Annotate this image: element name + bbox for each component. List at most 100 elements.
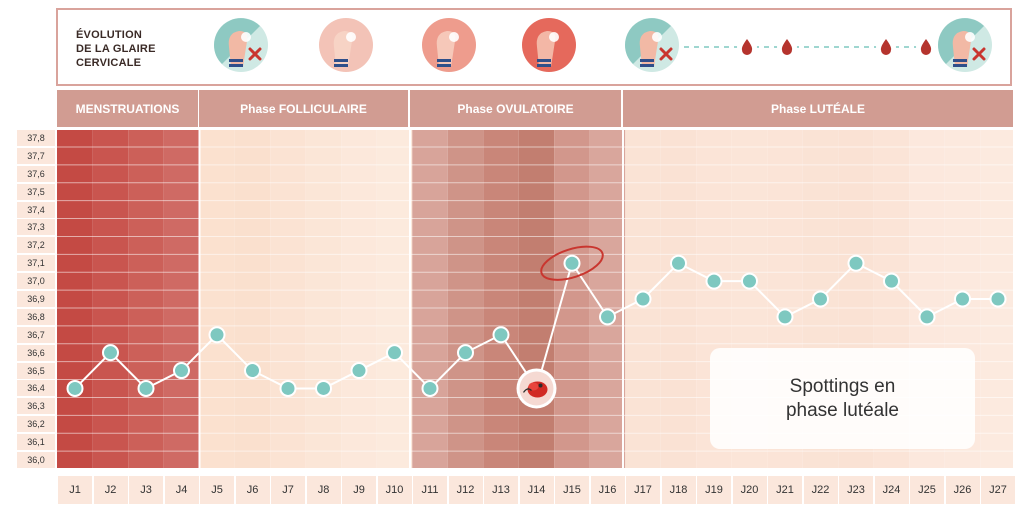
x-tick-label: J25 bbox=[910, 476, 944, 504]
blood-drop-icon bbox=[916, 37, 936, 57]
x-tick-label: J26 bbox=[945, 476, 980, 504]
y-tick-label: 36,3 bbox=[17, 398, 55, 415]
day-band bbox=[660, 130, 697, 468]
ovulation-highlight bbox=[540, 245, 604, 281]
y-tick-label: 37,1 bbox=[17, 255, 55, 272]
y-tick-label: 37,7 bbox=[17, 147, 55, 164]
x-tick-label: J4 bbox=[164, 476, 199, 504]
label-line-2: DE LA GLAIRE bbox=[76, 43, 156, 55]
phase-separator bbox=[198, 130, 201, 468]
x-tick-label: J10 bbox=[377, 476, 412, 504]
day-band bbox=[163, 130, 200, 468]
x-tick-label: J14 bbox=[519, 476, 554, 504]
y-tick-label: 37,4 bbox=[17, 201, 55, 218]
y-tick-label: 36,5 bbox=[17, 362, 55, 379]
y-tick-label: 37,5 bbox=[17, 183, 55, 200]
day-band bbox=[554, 130, 590, 468]
phase-separator bbox=[409, 130, 411, 468]
phase-luteal-label: Phase LUTÉALE bbox=[770, 101, 866, 116]
x-tick-label: J19 bbox=[697, 476, 731, 504]
data-point bbox=[244, 362, 261, 380]
x-tick-label: J13 bbox=[484, 476, 518, 504]
data-point bbox=[954, 290, 971, 308]
y-tick-label: 37,6 bbox=[17, 165, 55, 182]
stretchy-fingers-icon bbox=[522, 18, 576, 72]
day-band bbox=[128, 130, 164, 468]
y-tick-label: 37,2 bbox=[17, 237, 55, 254]
blood-drop-icon bbox=[777, 37, 797, 57]
y-tick-label: 37,3 bbox=[17, 219, 55, 236]
phase-luteal: Phase LUTÉALE bbox=[623, 90, 1013, 127]
dry-hand-cross-icon bbox=[625, 18, 679, 72]
x-tick-label: J22 bbox=[803, 476, 838, 504]
x-tick-label: J5 bbox=[200, 476, 234, 504]
phase-menstruations: MENSTRUATIONS bbox=[57, 90, 198, 127]
day-band bbox=[234, 130, 271, 468]
data-point bbox=[670, 254, 687, 272]
day-band bbox=[447, 130, 484, 468]
day-band bbox=[412, 130, 448, 468]
data-point bbox=[634, 290, 652, 308]
y-tick-label: 36,1 bbox=[17, 434, 55, 451]
day-band bbox=[92, 130, 129, 468]
x-tick-label: J7 bbox=[271, 476, 305, 504]
data-point bbox=[208, 326, 226, 344]
y-tick-label: 36,2 bbox=[17, 416, 55, 433]
data-point bbox=[599, 308, 616, 326]
y-tick-label: 36,8 bbox=[17, 308, 55, 325]
x-tick-label: J15 bbox=[555, 476, 589, 504]
cervical-mucus-label: ÉVOLUTION DE LA GLAIRE CERVICALE bbox=[76, 28, 196, 70]
data-point bbox=[386, 344, 403, 362]
data-point bbox=[350, 362, 368, 380]
data-point bbox=[989, 290, 1007, 308]
x-tick-label: J3 bbox=[129, 476, 163, 504]
x-tick-label: J9 bbox=[342, 476, 376, 504]
data-point bbox=[741, 272, 758, 290]
data-point bbox=[776, 308, 794, 326]
data-point bbox=[918, 308, 936, 326]
y-tick-label: 36,6 bbox=[17, 344, 55, 361]
x-tick-label: J21 bbox=[768, 476, 802, 504]
data-point bbox=[812, 290, 829, 308]
x-tick-label: J17 bbox=[626, 476, 660, 504]
day-band bbox=[341, 130, 377, 468]
phase-follicular-label: Phase FOLLICULAIRE bbox=[240, 101, 367, 116]
y-tick-label: 36,0 bbox=[17, 452, 55, 468]
x-tick-label: J2 bbox=[93, 476, 128, 504]
day-band bbox=[305, 130, 342, 468]
x-tick-label: J8 bbox=[306, 476, 341, 504]
x-tick-label: J27 bbox=[981, 476, 1015, 504]
annotation-line-2: phase lutéale bbox=[785, 399, 900, 421]
data-point bbox=[66, 379, 84, 397]
creamy-fingers-icon bbox=[422, 18, 476, 72]
spotting-icon bbox=[516, 368, 557, 409]
dry-hand-cross-icon bbox=[938, 18, 992, 72]
y-tick-label: 36,9 bbox=[17, 291, 55, 307]
data-point bbox=[102, 344, 119, 362]
blood-drop-icon bbox=[737, 37, 757, 57]
data-point bbox=[457, 344, 474, 362]
x-tick-label: J18 bbox=[661, 476, 696, 504]
data-point bbox=[563, 254, 581, 272]
day-band bbox=[376, 130, 413, 468]
x-tick-label: J23 bbox=[839, 476, 873, 504]
x-tick-label: J6 bbox=[235, 476, 270, 504]
y-tick-label: 37,0 bbox=[17, 273, 55, 290]
y-tick-label: 36,4 bbox=[17, 380, 55, 397]
phase-follicular: Phase FOLLICULAIRE bbox=[199, 90, 408, 127]
label-line-1: ÉVOLUTION bbox=[76, 29, 142, 41]
data-point bbox=[315, 379, 332, 397]
sticky-fingers-icon bbox=[319, 18, 373, 72]
data-point bbox=[137, 379, 155, 397]
phase-separator bbox=[622, 130, 624, 468]
y-tick-label: 36,7 bbox=[17, 326, 55, 343]
data-point bbox=[883, 272, 900, 290]
day-band bbox=[57, 130, 93, 468]
blood-drop-icon bbox=[876, 37, 896, 57]
day-band bbox=[518, 130, 555, 468]
phase-ovulatory-label: Phase OVULATOIRE bbox=[457, 101, 574, 116]
annotation-line-1: Spottings en bbox=[789, 375, 896, 397]
day-band bbox=[270, 130, 306, 468]
x-tick-label: J16 bbox=[590, 476, 625, 504]
